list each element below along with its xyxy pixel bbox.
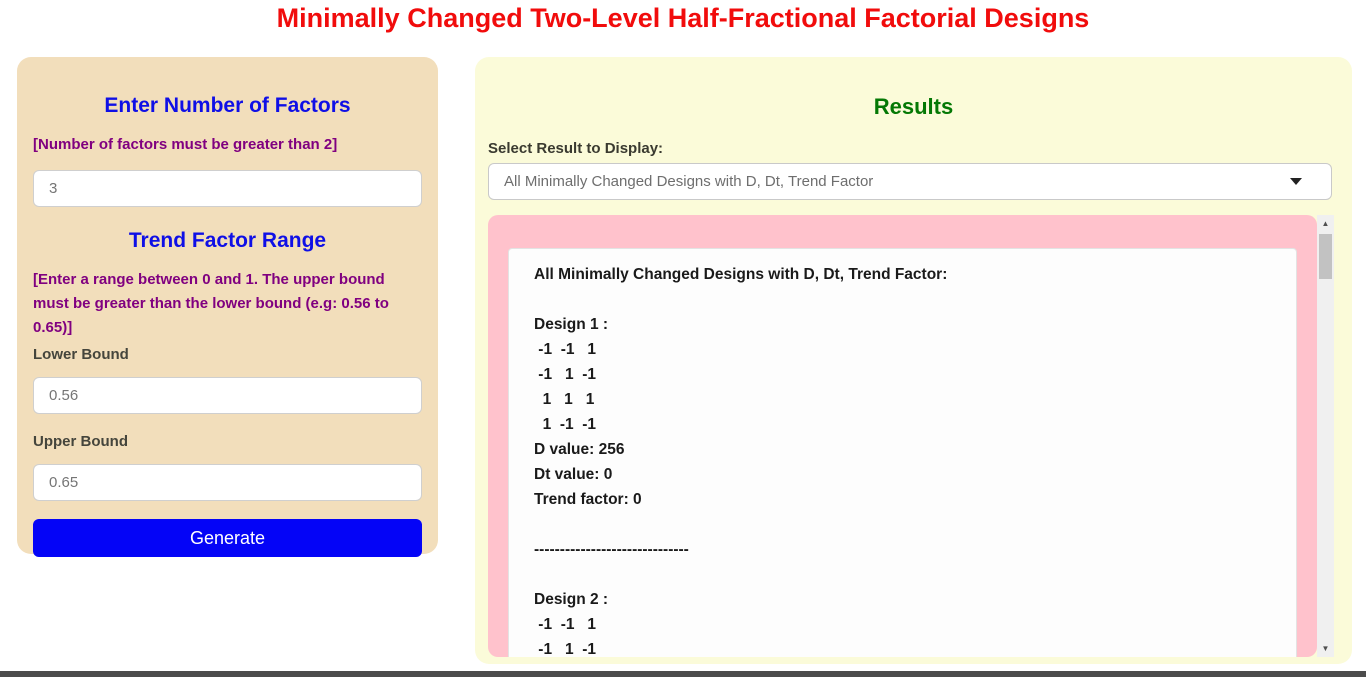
design-1-matrix-row: -1 -1 1 <box>534 341 597 358</box>
trend-range-heading: Trend Factor Range <box>128 229 327 252</box>
results-scrollbar[interactable]: ▲ ▼ <box>1317 215 1334 657</box>
design-1-matrix-row: 1 1 1 <box>534 391 595 408</box>
upper-bound-label: Upper Bound <box>33 433 128 450</box>
results-heading: Results <box>873 94 954 119</box>
result-select-label: Select Result to Display: <box>488 140 664 157</box>
result-select-value: All Minimally Changed Designs with D, Dt… <box>504 173 874 190</box>
generate-button[interactable]: Generate <box>33 519 422 557</box>
results-output-area: All Minimally Changed Designs with D, Dt… <box>488 215 1334 657</box>
results-output-container: All Minimally Changed Designs with D, Dt… <box>488 215 1317 657</box>
page-title: Minimally Changed Two-Level Half-Fractio… <box>276 3 1090 33</box>
input-panel: Enter Number of Factors [Number of facto… <box>17 57 438 557</box>
results-panel: Results Select Result to Display: All Mi… <box>475 57 1352 664</box>
scroll-down-arrow-icon[interactable]: ▼ <box>1321 644 1330 653</box>
factors-input[interactable] <box>33 170 422 207</box>
design-1-matrix-row: -1 1 -1 <box>534 366 597 383</box>
output-blank-line <box>534 512 1296 537</box>
design-2-name: Design 2 : <box>534 591 609 608</box>
output-blank-line <box>534 562 1296 587</box>
design-1-dt-value: Dt value: 0 <box>534 466 613 483</box>
design-1-name: Design 1 : <box>534 316 609 333</box>
result-select-dropdown[interactable]: All Minimally Changed Designs with D, Dt… <box>488 163 1332 200</box>
design-1-d-value: D value: 256 <box>534 441 625 458</box>
factors-note: [Number of factors must be greater than … <box>33 136 338 153</box>
caret-down-icon <box>1290 178 1302 185</box>
design-separator: ------------------------------ <box>534 541 689 558</box>
design-2-matrix-row: -1 -1 1 <box>534 616 597 633</box>
design-1-matrix-row: 1 -1 -1 <box>534 416 597 433</box>
output-blank-line <box>534 287 1296 312</box>
factors-heading: Enter Number of Factors <box>104 94 351 117</box>
lower-bound-label: Lower Bound <box>33 346 129 363</box>
upper-bound-input[interactable] <box>33 464 422 501</box>
trend-range-note: [Enter a range between 0 and 1. The uppe… <box>33 271 389 336</box>
design-1-trend-factor: Trend factor: 0 <box>534 491 642 508</box>
scrollbar-thumb[interactable] <box>1319 234 1332 279</box>
lower-bound-input[interactable] <box>33 377 422 414</box>
results-output-box: All Minimally Changed Designs with D, Dt… <box>508 248 1297 657</box>
taskbar-edge <box>0 671 1366 677</box>
output-title-line: All Minimally Changed Designs with D, Dt… <box>534 266 948 283</box>
design-2-matrix-row: -1 1 -1 <box>534 641 597 657</box>
scroll-up-arrow-icon[interactable]: ▲ <box>1321 219 1330 228</box>
